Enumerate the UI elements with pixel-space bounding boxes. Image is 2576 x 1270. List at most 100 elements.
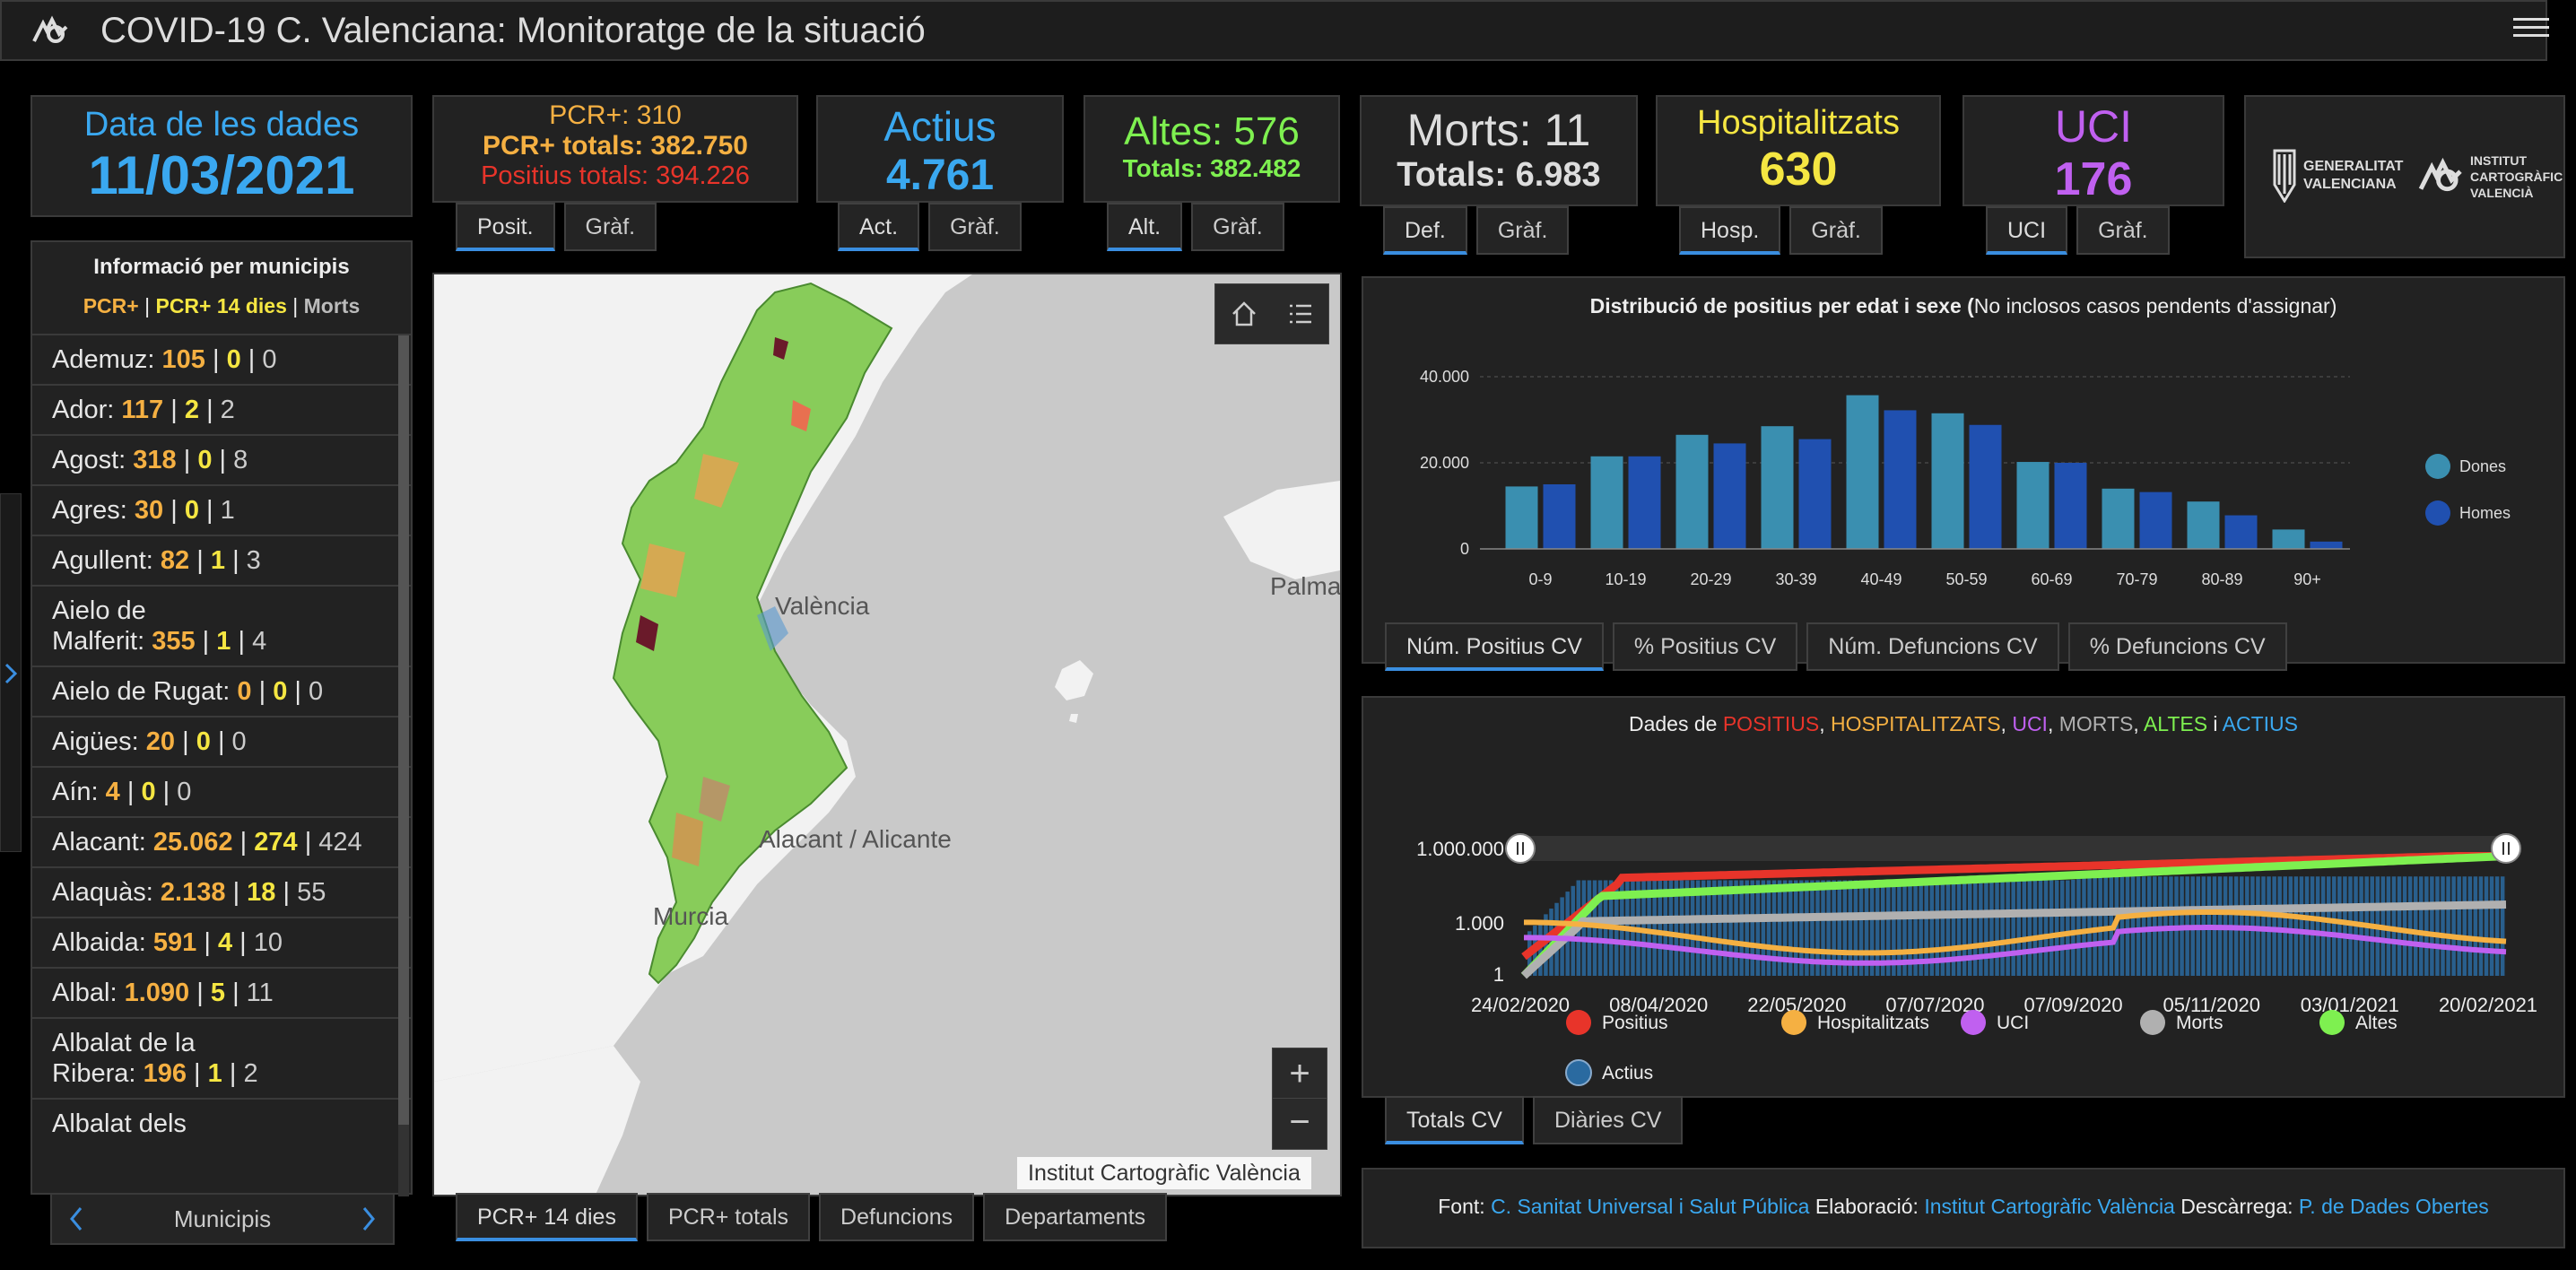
list-scrollbar[interactable] bbox=[398, 335, 409, 1196]
list-item[interactable]: Agres: 30 | 0 | 1 bbox=[32, 486, 411, 536]
bar-dones[interactable] bbox=[2016, 462, 2049, 549]
bar-dones[interactable] bbox=[1590, 456, 1623, 549]
separator-1: | bbox=[170, 396, 178, 424]
tab-age-3[interactable]: % Defuncions CV bbox=[2067, 622, 2287, 671]
bar-homes[interactable] bbox=[2224, 515, 2258, 549]
tab-act-graf[interactable]: Gràf. bbox=[928, 203, 1022, 251]
list-item[interactable]: Albal: 1.090 | 5 | 11 bbox=[32, 969, 411, 1019]
map-canvas[interactable] bbox=[434, 274, 1340, 1195]
tab-map-3[interactable]: Departaments bbox=[983, 1193, 1168, 1241]
tab-hosp[interactable]: Hosp. bbox=[1679, 206, 1781, 255]
range-start-handle[interactable] bbox=[1505, 833, 1536, 864]
bar-homes[interactable] bbox=[2310, 541, 2343, 549]
elab-link[interactable]: Institut Cartogràfic València bbox=[1924, 1195, 2175, 1218]
list-item[interactable]: Aielo de Malferit: 355 | 1 | 4 bbox=[32, 587, 411, 667]
tab-act[interactable]: Act. bbox=[838, 203, 920, 251]
legend-label[interactable]: Actius bbox=[1602, 1063, 1653, 1083]
legend-label[interactable]: Morts bbox=[2176, 1013, 2224, 1033]
list-item[interactable]: Albalat de la Ribera: 196 | 1 | 2 bbox=[32, 1019, 411, 1100]
logos-panel: GENERALITAT VALENCIANA INSTITUT CARTOGRÀ… bbox=[2244, 95, 2565, 258]
list-item[interactable]: Ademuz: 105 | 0 | 0 bbox=[32, 335, 411, 386]
bar-dones[interactable] bbox=[1931, 413, 1964, 549]
region-polygon[interactable] bbox=[612, 282, 893, 985]
actius-bar bbox=[1658, 880, 1662, 976]
hamburger-menu-icon[interactable] bbox=[2513, 13, 2549, 45]
bar-homes[interactable] bbox=[1628, 456, 1661, 549]
bar-homes[interactable] bbox=[2139, 491, 2172, 549]
tab-alt-graf[interactable]: Gràf. bbox=[1191, 203, 1284, 251]
tab-map-2[interactable]: Defuncions bbox=[819, 1193, 975, 1241]
legend-swatch[interactable] bbox=[1566, 1010, 1591, 1035]
list-item[interactable]: Agullent: 82 | 1 | 3 bbox=[32, 536, 411, 587]
tab-def[interactable]: Def. bbox=[1383, 206, 1467, 255]
tab-age-1[interactable]: % Positius CV bbox=[1612, 622, 1798, 671]
tab-time-0[interactable]: Totals CV bbox=[1385, 1096, 1524, 1144]
list-item[interactable]: Ador: 117 | 2 | 2 bbox=[32, 386, 411, 436]
actius-bar bbox=[1956, 880, 1962, 976]
tab-map-1[interactable]: PCR+ totals bbox=[646, 1193, 811, 1241]
map-view[interactable]: València Alacant / Alicante Palma Murcia… bbox=[432, 273, 1342, 1196]
list-item[interactable]: Agost: 318 | 0 | 8 bbox=[32, 436, 411, 486]
legend-swatch[interactable] bbox=[2140, 1010, 2165, 1035]
tab-map-0[interactable]: PCR+ 14 dies bbox=[456, 1193, 638, 1241]
tab-age-0[interactable]: Núm. Positius CV bbox=[1385, 622, 1604, 671]
zoom-in-button[interactable]: + bbox=[1273, 1048, 1327, 1099]
side-panel-toggle[interactable] bbox=[0, 493, 22, 852]
legend-label[interactable]: Hospitalitzats bbox=[1817, 1013, 1929, 1033]
chevron-left-icon[interactable] bbox=[70, 1206, 83, 1231]
tab-def-graf[interactable]: Gràf. bbox=[1475, 206, 1570, 255]
tab-time-1[interactable]: Diàries CV bbox=[1532, 1096, 1684, 1144]
font-link[interactable]: C. Sanitat Universal i Salut Pública bbox=[1491, 1195, 1810, 1218]
legend-swatch[interactable] bbox=[1781, 1010, 1806, 1035]
tab-hosp-graf[interactable]: Gràf. bbox=[1789, 206, 1883, 255]
pcr-value: 4 bbox=[105, 778, 120, 806]
chevron-right-icon[interactable] bbox=[362, 1206, 375, 1231]
bar-homes[interactable] bbox=[2054, 463, 2087, 549]
bar-homes[interactable] bbox=[1798, 439, 1832, 549]
legend-swatch[interactable] bbox=[1565, 1059, 1592, 1086]
home-icon[interactable] bbox=[1230, 300, 1258, 328]
bar-dones[interactable] bbox=[2102, 488, 2135, 549]
map-tabs: PCR+ 14 dies PCR+ totals Defuncions Departa… bbox=[456, 1193, 1168, 1241]
tab-uci[interactable]: UCI bbox=[1986, 206, 2068, 255]
bar-dones[interactable] bbox=[2272, 529, 2305, 549]
actius-bar bbox=[1973, 880, 1978, 976]
desc-link[interactable]: P. de Dades Obertes bbox=[2298, 1195, 2489, 1218]
actius-bar bbox=[1695, 880, 1701, 976]
tab-alt[interactable]: Alt. bbox=[1107, 203, 1183, 251]
list-item[interactable]: Aín: 4 | 0 | 0 bbox=[32, 768, 411, 818]
legend-label[interactable]: Positius bbox=[1602, 1013, 1668, 1033]
legend-swatch[interactable] bbox=[1961, 1010, 1986, 1035]
scrollbar-thumb[interactable] bbox=[398, 335, 409, 1125]
legend-label[interactable]: Altes bbox=[2355, 1013, 2398, 1033]
bar-homes[interactable] bbox=[1969, 424, 2002, 549]
list-item[interactable]: Aigües: 20 | 0 | 0 bbox=[32, 718, 411, 768]
legend-swatch[interactable] bbox=[2319, 1010, 2345, 1035]
tab-posit[interactable]: Posit. bbox=[456, 203, 555, 251]
list-item[interactable]: Aielo de Rugat: 0 | 0 | 0 bbox=[32, 667, 411, 718]
bar-homes[interactable] bbox=[1543, 484, 1576, 549]
age-chart-title: Distribució de positius per edat i sexe … bbox=[1363, 294, 2563, 318]
range-end-handle[interactable] bbox=[2491, 833, 2521, 864]
bar-dones[interactable] bbox=[2187, 501, 2220, 549]
list-item[interactable]: Albalat dels Sorells: 209 | 0 | 1 bbox=[32, 1100, 411, 1143]
bar-dones[interactable] bbox=[1846, 395, 1879, 549]
actius-bar bbox=[1544, 914, 1548, 976]
tab-age-2[interactable]: Núm. Defuncions CV bbox=[1806, 622, 2059, 671]
zoom-out-button[interactable]: − bbox=[1289, 1102, 1310, 1142]
bar-homes[interactable] bbox=[1884, 410, 1917, 549]
tab-uci-graf[interactable]: Gràf. bbox=[2076, 206, 2170, 255]
bar-homes[interactable] bbox=[1713, 443, 1746, 549]
tab-posit-graf[interactable]: Gràf. bbox=[563, 203, 657, 251]
list-icon[interactable] bbox=[1286, 300, 1315, 328]
legend-label: Dones bbox=[2459, 457, 2506, 475]
actius-bar bbox=[1984, 880, 1989, 976]
bar-dones[interactable] bbox=[1675, 434, 1709, 549]
bar-dones[interactable] bbox=[1505, 486, 1538, 549]
list-item[interactable]: Alaquàs: 2.138 | 18 | 55 bbox=[32, 868, 411, 918]
list-item[interactable]: Albaida: 591 | 4 | 10 bbox=[32, 918, 411, 969]
bar-dones[interactable] bbox=[1761, 426, 1794, 549]
legend-label[interactable]: UCI bbox=[1997, 1013, 2029, 1033]
list-item[interactable]: Alacant: 25.062 | 274 | 424 bbox=[32, 818, 411, 868]
actius-bar bbox=[1799, 880, 1804, 976]
